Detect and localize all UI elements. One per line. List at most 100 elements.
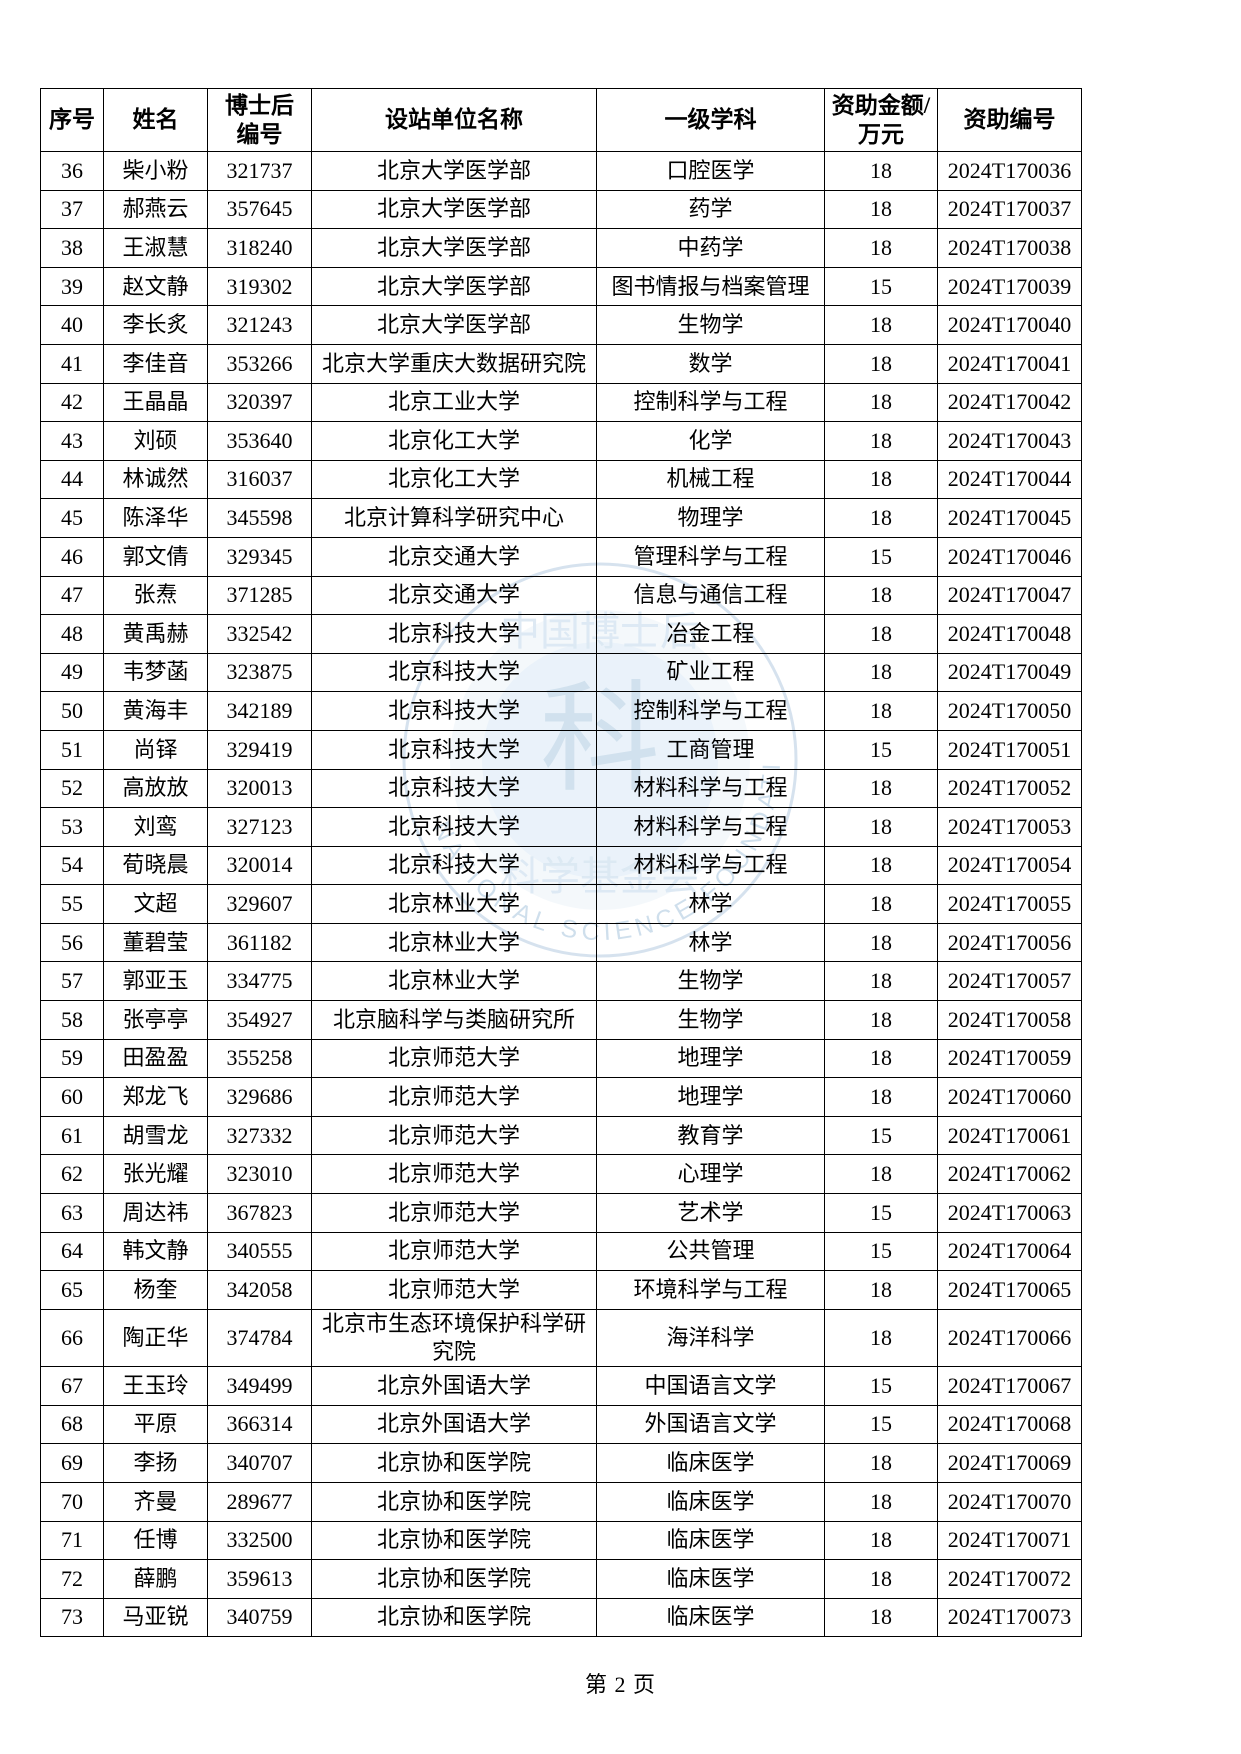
- cell-grant-number: 2024T170050: [937, 691, 1082, 731]
- cell-discipline: 控制科学与工程: [596, 691, 825, 731]
- cell-name: 郭文倩: [103, 536, 208, 577]
- cell-name: 李扬: [103, 1443, 208, 1483]
- cell-discipline: 地理学: [596, 1038, 825, 1079]
- cell-seq: 66: [40, 1308, 104, 1368]
- cell-name: 文超: [103, 884, 208, 924]
- cell-seq: 69: [40, 1443, 104, 1483]
- cell-name: 韦梦菡: [103, 652, 208, 693]
- cell-grant-number: 2024T170064: [937, 1231, 1082, 1272]
- cell-amount: 18: [824, 884, 938, 924]
- cell-postdoc-id: 349499: [207, 1366, 312, 1406]
- cell-name: 胡雪龙: [103, 1115, 208, 1156]
- cell-institution: 北京协和医学院: [311, 1559, 597, 1599]
- table-body: 36 柴小粉 321737 北京大学医学部 口腔医学 18 2024T170036 37 郝燕云…: [40, 151, 1082, 1638]
- grant-recipients-table: 序号 姓名 博士后 编号 设站单位名称 一级学科 资助金额/ 万元 资助编号 3…: [40, 88, 1082, 1638]
- table-row: 40 李长炙 321243 北京大学医学部 生物学 18 2024T170040: [40, 305, 1082, 345]
- cell-amount: 18: [824, 1443, 938, 1483]
- table-row: 57 郭亚玉 334775 北京林业大学 生物学 18 2024T170057: [40, 961, 1082, 1002]
- cell-institution: 北京师范大学: [311, 1077, 597, 1117]
- cell-institution: 北京协和医学院: [311, 1520, 597, 1561]
- cell-amount: 18: [824, 575, 938, 616]
- cell-discipline: 生物学: [596, 961, 825, 1002]
- cell-amount: 18: [824, 1077, 938, 1117]
- cell-postdoc-id: 340555: [207, 1231, 312, 1272]
- table-row: 55 文超 329607 北京林业大学 林学 18 2024T170055: [40, 884, 1082, 924]
- cell-name: 薛鹏: [103, 1559, 208, 1599]
- cell-seq: 43: [40, 421, 104, 461]
- cell-institution: 北京外国语大学: [311, 1366, 597, 1406]
- cell-grant-number: 2024T170057: [937, 961, 1082, 1002]
- cell-name: 齐曼: [103, 1481, 208, 1522]
- cell-postdoc-id: 353640: [207, 421, 312, 461]
- cell-amount: 18: [824, 1597, 938, 1638]
- cell-grant-number: 2024T170071: [937, 1520, 1082, 1561]
- table-row: 72 薛鹏 359613 北京协和医学院 临床医学 18 2024T170072: [40, 1559, 1082, 1599]
- table-row: 49 韦梦菡 323875 北京科技大学 矿业工程 18 2024T170049: [40, 652, 1082, 693]
- cell-name: 韩文静: [103, 1231, 208, 1272]
- cell-name: 杨奎: [103, 1270, 208, 1310]
- cell-seq: 46: [40, 536, 104, 577]
- cell-postdoc-id: 342189: [207, 691, 312, 731]
- cell-seq: 44: [40, 459, 104, 500]
- table-row: 64 韩文静 340555 北京师范大学 公共管理 15 2024T170064: [40, 1231, 1082, 1272]
- table-row: 45 陈泽华 345598 北京计算科学研究中心 物理学 18 2024T170045: [40, 498, 1082, 538]
- table-row: 47 张焘 371285 北京交通大学 信息与通信工程 18 2024T170047: [40, 575, 1082, 616]
- cell-seq: 54: [40, 845, 104, 886]
- cell-name: 王玉玲: [103, 1366, 208, 1406]
- cell-seq: 39: [40, 266, 104, 307]
- cell-discipline: 化学: [596, 421, 825, 461]
- cell-grant-number: 2024T170061: [937, 1115, 1082, 1156]
- cell-postdoc-id: 329607: [207, 884, 312, 924]
- cell-institution: 北京市生态环境保护科学研究院: [311, 1308, 597, 1368]
- cell-name: 董碧莹: [103, 922, 208, 963]
- cell-postdoc-id: 327123: [207, 807, 312, 847]
- cell-seq: 56: [40, 922, 104, 963]
- table-row: 68 平原 366314 北京外国语大学 外国语言文学 15 2024T170068: [40, 1404, 1082, 1445]
- cell-grant-number: 2024T170040: [937, 305, 1082, 345]
- cell-grant-number: 2024T170065: [937, 1270, 1082, 1310]
- cell-grant-number: 2024T170036: [937, 151, 1082, 191]
- cell-discipline: 口腔医学: [596, 151, 825, 191]
- cell-amount: 18: [824, 807, 938, 847]
- cell-institution: 北京科技大学: [311, 729, 597, 770]
- cell-postdoc-id: 327332: [207, 1115, 312, 1156]
- table-row: 71 任博 332500 北京协和医学院 临床医学 18 2024T170071: [40, 1520, 1082, 1561]
- cell-amount: 18: [824, 614, 938, 654]
- cell-amount: 18: [824, 305, 938, 345]
- cell-name: 张亭亭: [103, 1000, 208, 1040]
- cell-seq: 68: [40, 1404, 104, 1445]
- table-row: 42 王晶晶 320397 北京工业大学 控制科学与工程 18 2024T170042: [40, 382, 1082, 423]
- cell-discipline: 图书情报与档案管理: [596, 266, 825, 307]
- cell-institution: 北京大学医学部: [311, 228, 597, 268]
- table-header: 序号 姓名 博士后 编号 设站单位名称 一级学科 资助金额/ 万元 资助编号: [40, 88, 1082, 152]
- cell-institution: 北京交通大学: [311, 536, 597, 577]
- cell-amount: 18: [824, 768, 938, 809]
- cell-postdoc-id: 320014: [207, 845, 312, 886]
- cell-seq: 37: [40, 189, 104, 230]
- cell-institution: 北京林业大学: [311, 961, 597, 1002]
- cell-institution: 北京化工大学: [311, 421, 597, 461]
- cell-name: 刘鸾: [103, 807, 208, 847]
- cell-grant-number: 2024T170068: [937, 1404, 1082, 1445]
- column-header-grant-number: 资助编号: [937, 88, 1082, 152]
- cell-grant-number: 2024T170059: [937, 1038, 1082, 1079]
- cell-discipline: 中国语言文学: [596, 1366, 825, 1406]
- cell-postdoc-id: 321737: [207, 151, 312, 191]
- cell-postdoc-id: 371285: [207, 575, 312, 616]
- cell-institution: 北京大学医学部: [311, 189, 597, 230]
- table-row: 53 刘鸾 327123 北京科技大学 材料科学与工程 18 2024T170053: [40, 807, 1082, 847]
- cell-grant-number: 2024T170054: [937, 845, 1082, 886]
- cell-institution: 北京大学医学部: [311, 266, 597, 307]
- cell-seq: 40: [40, 305, 104, 345]
- cell-seq: 57: [40, 961, 104, 1002]
- cell-amount: 18: [824, 459, 938, 500]
- column-header-amount: 资助金额/ 万元: [824, 88, 938, 152]
- cell-postdoc-id: 329345: [207, 536, 312, 577]
- cell-discipline: 环境科学与工程: [596, 1270, 825, 1310]
- table-row: 51 尚铎 329419 北京科技大学 工商管理 15 2024T170051: [40, 729, 1082, 770]
- cell-amount: 18: [824, 1000, 938, 1040]
- cell-grant-number: 2024T170042: [937, 382, 1082, 423]
- cell-institution: 北京科技大学: [311, 807, 597, 847]
- cell-seq: 72: [40, 1559, 104, 1599]
- cell-amount: 18: [824, 1154, 938, 1195]
